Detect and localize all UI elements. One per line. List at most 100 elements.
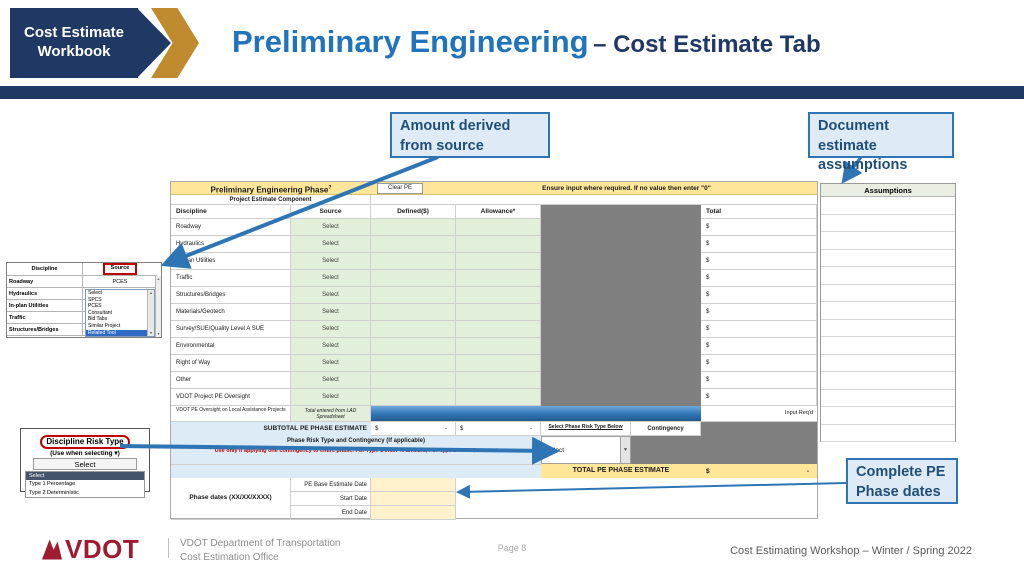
allowance-input-cell[interactable] (456, 219, 541, 236)
component-header-filler (371, 195, 817, 205)
dropdown-arrow-icon[interactable]: ▼ (620, 437, 630, 463)
discipline-cell: In-plan Utilities (171, 253, 291, 270)
defined-input-cell[interactable] (371, 389, 456, 406)
allowance-input-cell[interactable] (456, 304, 541, 321)
risk-box-subtitle: (Use when selecting ▾) (50, 450, 120, 457)
table-scrollbar[interactable]: ▲ ▼ (155, 276, 161, 337)
risk-type-option[interactable]: Type 2 Deterministic (26, 488, 144, 498)
defined-input-cell[interactable] (371, 355, 456, 372)
allowance-input-cell[interactable] (456, 253, 541, 270)
assumptions-rows (821, 197, 955, 442)
workbook-badge: Cost Estimate Workbook (10, 8, 138, 78)
defined-input-cell[interactable] (371, 304, 456, 321)
allowance-input-cell[interactable] (456, 321, 541, 338)
discipline-cell: Traffic (171, 270, 291, 287)
assumption-row[interactable] (821, 425, 955, 442)
total-cell: $ (701, 355, 817, 372)
dropdown-scrollbar[interactable]: ▲ ▼ (147, 290, 154, 336)
discipline-cell: Structures/Bridges (171, 287, 291, 304)
risk-type-select-control[interactable]: Select (33, 458, 137, 470)
risk-section-header: Phase Risk Type and Contingency (If appl… (171, 436, 541, 446)
source-select-cell[interactable]: Select (291, 372, 371, 389)
vdot-logo: VDOT (42, 534, 139, 565)
assumptions-header: Assumptions (821, 184, 955, 197)
vdot-logo-text: VDOT (65, 534, 140, 564)
allowance-input-cell[interactable] (456, 236, 541, 253)
discipline-cell: Roadway (171, 219, 291, 236)
allowance-input-cell[interactable] (456, 338, 541, 355)
assumption-row[interactable] (821, 372, 955, 390)
table-row: Materials/Geotech Select $ (171, 304, 817, 321)
dropdown-option[interactable]: Select (88, 290, 102, 296)
subtotal-allowance-cell: $ - (456, 422, 541, 436)
gray-block-cell (541, 372, 701, 389)
dropdown-option[interactable]: Bid Tabs (88, 316, 108, 323)
clear-pe-button[interactable]: Clear PE (377, 183, 423, 194)
date-input-cell[interactable] (371, 492, 456, 506)
allowance-input-cell[interactable] (456, 287, 541, 304)
dropdown-option[interactable]: Related Tool (86, 329, 147, 337)
date-label: End Date (291, 506, 371, 520)
contingency-column-header: Contingency (631, 422, 701, 436)
defined-input-cell[interactable] (371, 287, 456, 304)
assumption-row[interactable] (821, 337, 955, 355)
assumption-row[interactable] (821, 197, 955, 215)
risk-type-option[interactable]: Select (26, 472, 144, 481)
dropdown-option[interactable]: Consultant (88, 309, 112, 316)
assumption-row[interactable] (821, 302, 955, 320)
defined-input-cell[interactable] (371, 372, 456, 389)
blue-divider-band (371, 406, 701, 422)
col-total: Total (701, 205, 817, 219)
gray-block-right (701, 422, 817, 464)
source-select-cell[interactable]: Select (291, 355, 371, 372)
assumptions-panel: Assumptions (820, 183, 956, 442)
source-select-cell[interactable]: Select (291, 270, 371, 287)
lad-oversight-row: VDOT PE Oversight on Local Assistance Pr… (171, 406, 817, 422)
contingency-gray-cell (631, 436, 701, 464)
input-required-banner: Ensure input where required. If no value… (542, 185, 711, 192)
risk-type-option[interactable]: Type 1 Percentage (26, 480, 144, 489)
dropdown-option[interactable]: Similar Project (88, 322, 121, 329)
date-input-cell[interactable] (371, 506, 456, 520)
defined-input-cell[interactable] (371, 219, 456, 236)
source-select-cell[interactable]: Select (291, 236, 371, 253)
source-select-cell[interactable]: Select (291, 321, 371, 338)
phase-risk-select[interactable]: Select ▼ (541, 436, 631, 464)
page-title: Preliminary Engineering – Cost Estimate … (232, 24, 821, 60)
source-select-cell[interactable]: Select (291, 287, 371, 304)
assumption-row[interactable] (821, 250, 955, 267)
defined-input-cell[interactable] (371, 321, 456, 338)
assumption-row[interactable] (821, 232, 955, 250)
defined-input-cell[interactable] (371, 236, 456, 253)
assumption-row[interactable] (821, 390, 955, 407)
source-select-cell[interactable]: Select (291, 304, 371, 321)
allowance-input-cell[interactable] (456, 389, 541, 406)
defined-input-cell[interactable] (371, 338, 456, 355)
assumption-row[interactable] (821, 355, 955, 372)
assumption-row[interactable] (821, 320, 955, 337)
allowance-input-cell[interactable] (456, 355, 541, 372)
source-example-table: Discipline Source Roadway PCES Hydraulic… (6, 262, 162, 338)
assumption-row[interactable] (821, 215, 955, 232)
source-select-cell[interactable]: Select (291, 253, 371, 270)
assumption-row[interactable] (821, 267, 955, 285)
discipline-cell: Right of Way (171, 355, 291, 372)
allowance-input-cell[interactable] (456, 270, 541, 287)
dropdown-option[interactable]: SPCS (88, 296, 102, 303)
dropdown-option[interactable]: PCES (88, 303, 102, 310)
allowance-input-cell[interactable] (456, 372, 541, 389)
title-main: Preliminary Engineering (232, 24, 589, 59)
gray-block (541, 205, 701, 219)
total-phase-value: $ - (701, 464, 817, 478)
source-select-cell[interactable]: Select (291, 389, 371, 406)
mini-discipline-cell: Roadway (7, 276, 83, 288)
assumption-row[interactable] (821, 407, 955, 425)
source-select-cell[interactable]: Select (291, 338, 371, 355)
date-input-cell[interactable] (371, 478, 456, 492)
mini-col-discipline: Discipline (7, 263, 83, 276)
source-select-cell[interactable]: Select (291, 219, 371, 236)
defined-input-cell[interactable] (371, 253, 456, 270)
table-row: Right of Way Select $ (171, 355, 817, 372)
assumption-row[interactable] (821, 285, 955, 302)
defined-input-cell[interactable] (371, 270, 456, 287)
